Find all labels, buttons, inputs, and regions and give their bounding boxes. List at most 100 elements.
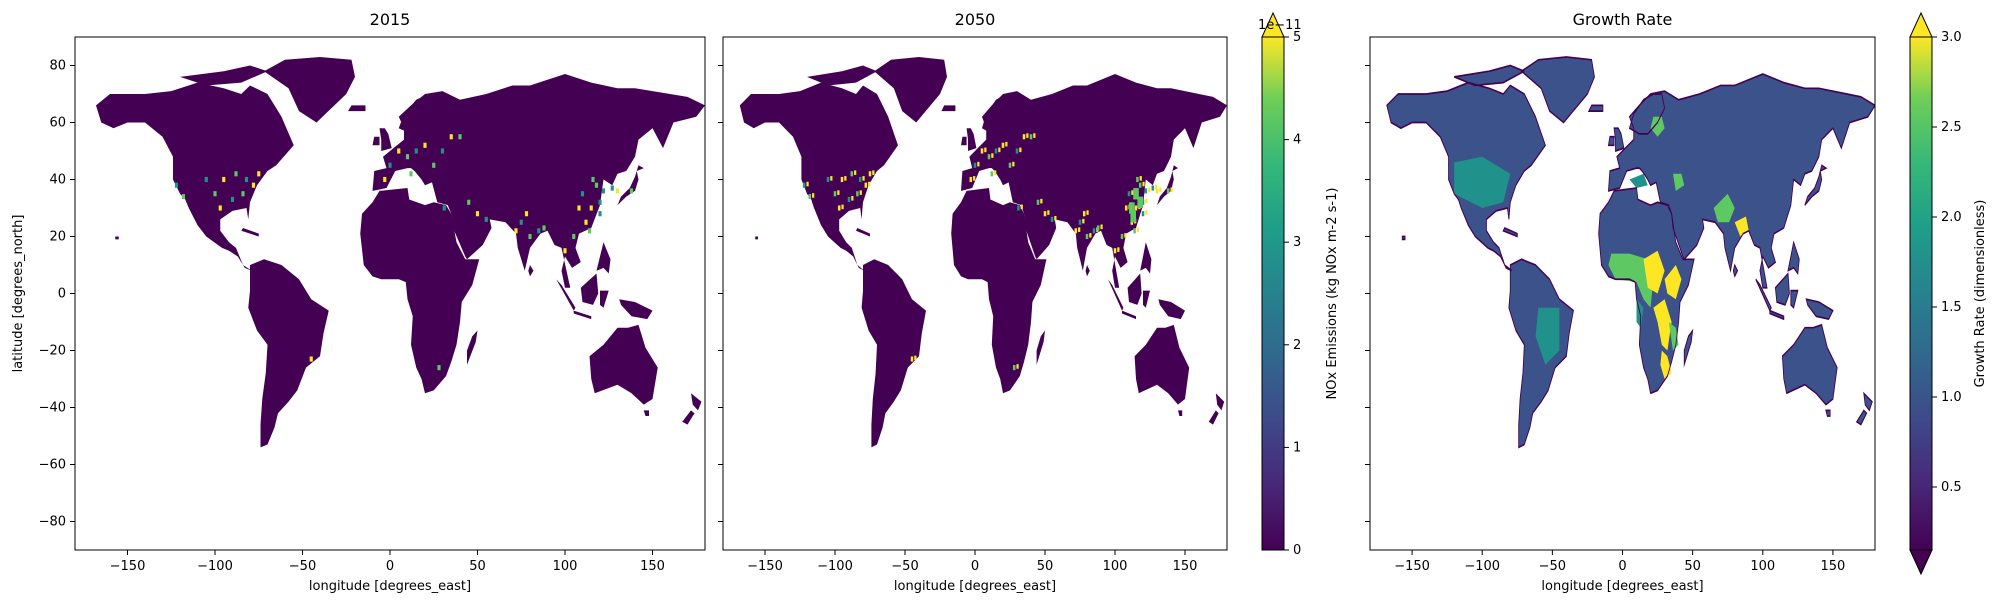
emission-hotspot — [973, 176, 976, 181]
y-tick-label: −20 — [39, 344, 66, 359]
emission-hotspot — [862, 176, 865, 181]
growth-region — [1454, 156, 1511, 208]
emission-hotspot — [1036, 199, 1040, 205]
emission-hotspot — [1131, 190, 1134, 195]
emission-hotspot — [432, 162, 436, 168]
emission-hotspot — [868, 171, 872, 177]
emission-hotspot — [251, 182, 256, 188]
emission-hotspot — [1022, 134, 1026, 140]
emission-hotspot — [204, 176, 208, 183]
emission-hotspot — [629, 188, 634, 194]
emission-hotspot — [241, 191, 245, 197]
emission-hotspot — [1033, 133, 1036, 138]
colorbar-extend-max — [1909, 11, 1933, 38]
emission-hotspot — [528, 233, 532, 240]
colorbar-tick-label: 2.5 — [1941, 120, 1962, 135]
x-tick-label: 150 — [640, 559, 665, 574]
x-tick-label: 50 — [1684, 559, 1701, 574]
emission-hotspot — [994, 170, 997, 175]
colorbar-tick-label: 1.5 — [1941, 300, 1962, 315]
emission-hotspot — [1074, 228, 1078, 234]
emission-hotspot — [414, 148, 418, 154]
emission-hotspot — [584, 219, 588, 225]
x-tick-label: −50 — [891, 559, 918, 574]
colorbar-tick-label: 4 — [1293, 133, 1301, 148]
emission-hotspot — [914, 355, 917, 361]
emission-hotspot — [1085, 233, 1089, 240]
emission-hotspot — [854, 170, 857, 175]
land-layer — [739, 56, 1227, 448]
colorbar-tick-label: 1 — [1293, 440, 1301, 455]
emission-hotspot — [1078, 227, 1081, 232]
emission-hotspot — [1148, 187, 1151, 193]
y-tick-label: 0 — [58, 287, 66, 302]
y-tick-label: 40 — [49, 173, 66, 188]
x-tick-label: −150 — [110, 559, 146, 574]
emission-hotspot — [309, 356, 313, 362]
x-tick-label: 0 — [386, 559, 394, 574]
emission-hotspot — [475, 211, 480, 217]
emission-hotspot — [990, 171, 994, 177]
emission-hotspot — [991, 153, 994, 158]
emission-hotspot — [1134, 205, 1138, 211]
emission-hotspot — [1089, 233, 1092, 238]
growth-region — [1629, 173, 1648, 189]
emission-hotspot — [837, 190, 840, 195]
emission-hotspot — [1113, 248, 1117, 254]
growth-region — [1643, 250, 1665, 294]
land-layer — [1385, 55, 1875, 449]
emission-hotspot — [864, 182, 868, 188]
emission-hotspot — [969, 176, 973, 183]
y-tick-label: −40 — [39, 401, 66, 416]
emission-hotspot — [397, 148, 401, 154]
colorbar-offset-text: 1e−11 — [1258, 18, 1302, 33]
emission-hotspot — [1120, 233, 1124, 240]
emission-hotspot — [1029, 134, 1033, 140]
map-panel-1: 2015 −150 −100 −50 0 50 100 150 80 60 40 20 0 −20 −40 −… — [11, 10, 706, 594]
emission-hotspot — [589, 205, 593, 211]
emission-hotspot — [868, 181, 871, 187]
emission-hotspot — [1159, 187, 1162, 193]
x-tick-label: −150 — [747, 559, 783, 574]
emission-hotspot — [1137, 196, 1143, 208]
x-axis-label: longitude [degrees_east] — [894, 579, 1056, 594]
x-tick-label: 0 — [1618, 559, 1626, 574]
emission-hotspot — [218, 205, 222, 211]
emission-hotspot — [1170, 187, 1173, 193]
emission-hotspot — [826, 176, 830, 183]
colorbar-extend-min — [1909, 549, 1933, 576]
emission-hotspot — [808, 194, 812, 200]
emission-hotspot — [577, 205, 581, 211]
emission-hotspot — [587, 228, 592, 234]
emission-hotspot — [1005, 141, 1008, 147]
emission-hotspot — [1133, 188, 1139, 200]
x-tick-label: 100 — [1750, 559, 1775, 574]
y-tick-label: −60 — [39, 458, 66, 473]
y-axis-label: latitude [degrees_north] — [11, 215, 26, 373]
emission-hotspot — [1155, 184, 1158, 190]
emission-hotspot — [484, 216, 488, 222]
emission-hotspot — [830, 176, 833, 181]
growth-region — [1650, 116, 1665, 137]
emission-hotspot — [1117, 247, 1120, 252]
colorbar-tick-label: 2.0 — [1941, 210, 1962, 225]
emission-hotspot — [580, 191, 585, 197]
emission-hotspot — [405, 154, 410, 160]
emission-hotspot — [980, 148, 984, 154]
emission-hotspot — [437, 365, 441, 371]
growth-region — [1664, 265, 1682, 300]
x-tick-label: −50 — [1539, 559, 1566, 574]
x-tick-label: 150 — [1821, 559, 1846, 574]
growth-region — [1713, 193, 1735, 223]
land-layer — [96, 56, 705, 448]
emission-hotspot — [1124, 233, 1127, 238]
emission-hotspot — [841, 204, 844, 210]
emission-hotspot — [442, 205, 446, 211]
emission-hotspot — [1138, 182, 1142, 188]
emission-hotspot — [1015, 148, 1019, 154]
x-tick-label: −100 — [197, 559, 233, 574]
colorbar-3: 0.5 1.0 1.5 2.0 2.5 3.0 Growth Rate (dimension… — [1909, 11, 1988, 576]
emission-hotspot — [1139, 176, 1142, 181]
emission-hotspot — [851, 196, 854, 201]
